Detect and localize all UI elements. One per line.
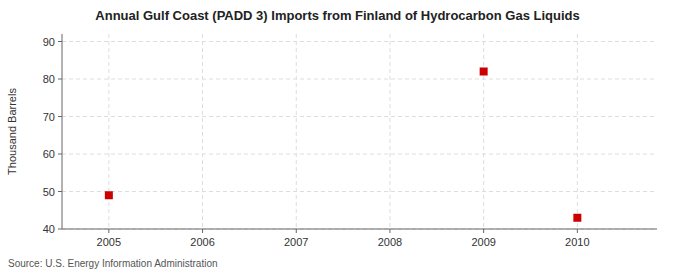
- y-tick: [58, 41, 62, 42]
- x-tick-label: 2010: [565, 236, 589, 248]
- y-tick-label: 40: [43, 223, 55, 235]
- point: [480, 68, 488, 76]
- x-tick: [483, 229, 484, 233]
- points: [105, 68, 582, 222]
- y-tick: [58, 191, 62, 192]
- chart-svg: 2005 2006 2007 2008 2009 2010 40 50 60 70 80 90 Annu…: [0, 0, 675, 275]
- y-tick-label: 80: [43, 73, 55, 85]
- point: [573, 214, 581, 222]
- grid-line-y: [62, 41, 657, 42]
- y-tick: [58, 79, 62, 80]
- x-tick-label: 2009: [471, 236, 495, 248]
- x-tick-label: 2005: [97, 236, 121, 248]
- ticks: 2005 2006 2007 2008 2009 2010 40 50 60 70 80 90: [43, 36, 590, 249]
- point: [105, 191, 113, 199]
- y-tick-label: 70: [43, 111, 55, 123]
- x-axis-line: [62, 229, 657, 230]
- grid-line-x: [577, 34, 578, 229]
- grid-line-x: [202, 34, 203, 229]
- grid-line-y: [62, 116, 657, 117]
- y-axis-label: Thousand Barrels: [6, 88, 18, 175]
- source-note: Source: U.S. Energy Information Administ…: [8, 258, 218, 269]
- y-tick-label: 50: [43, 186, 55, 198]
- x-tick: [577, 229, 578, 233]
- y-tick-label: 60: [43, 148, 55, 160]
- grid-line-y: [62, 191, 657, 192]
- x-tick-label: 2008: [378, 236, 402, 248]
- chart-container: 2005 2006 2007 2008 2009 2010 40 50 60 70 80 90 Annu…: [0, 0, 675, 275]
- grid-line-x: [483, 34, 484, 229]
- y-tick: [58, 229, 62, 230]
- grid-line-y: [62, 154, 657, 155]
- grid-line-y: [62, 79, 657, 80]
- grid-line-x: [108, 34, 109, 229]
- x-tick-label: 2006: [190, 236, 214, 248]
- grid-line-x: [296, 34, 297, 229]
- x-tick: [108, 229, 109, 233]
- grid-line-y: [62, 229, 657, 230]
- grid-line-x: [389, 34, 390, 229]
- plot-area: [62, 34, 657, 229]
- x-tick: [202, 229, 203, 233]
- x-tick: [389, 229, 390, 233]
- y-tick-label: 90: [43, 36, 55, 48]
- x-tick-label: 2007: [284, 236, 308, 248]
- x-tick: [296, 229, 297, 233]
- grid: [62, 34, 657, 229]
- y-tick: [58, 116, 62, 117]
- title: Annual Gulf Coast (PADD 3) Imports from …: [95, 8, 579, 23]
- y-tick: [58, 154, 62, 155]
- y-axis-line: [62, 34, 63, 229]
